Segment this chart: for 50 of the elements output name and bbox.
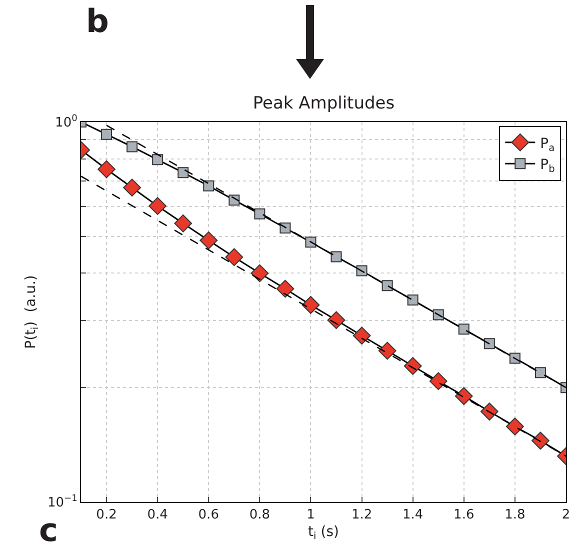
x-tick-label: 1.6 xyxy=(454,508,474,523)
point xyxy=(404,357,422,375)
point xyxy=(276,280,294,298)
x-tick-label: 1 xyxy=(306,508,315,523)
text: c xyxy=(39,511,58,549)
point xyxy=(152,154,164,166)
point xyxy=(225,248,244,266)
point xyxy=(454,387,473,406)
point xyxy=(382,280,393,292)
point xyxy=(203,180,214,192)
point xyxy=(254,208,266,220)
x-tick-label: 1.8 xyxy=(504,508,526,523)
x-tick-label: 0.2 xyxy=(96,508,117,523)
x-tick-label: 1.2 xyxy=(351,508,372,523)
point xyxy=(123,178,141,197)
x-axis-title: t$_{i}$ (s) xyxy=(308,524,339,542)
point xyxy=(305,236,316,248)
point xyxy=(407,294,418,306)
point xyxy=(250,264,269,282)
x-tick-label: 0.4 xyxy=(147,508,168,523)
point xyxy=(148,197,167,215)
point xyxy=(484,338,495,350)
point xyxy=(101,128,112,140)
point xyxy=(302,296,320,314)
point xyxy=(280,222,291,234)
point xyxy=(532,432,550,450)
point xyxy=(429,372,448,390)
point xyxy=(178,167,189,178)
y-tick-label: 10$^{−1}$ xyxy=(47,494,78,511)
x-tick-label: 0.8 xyxy=(249,508,270,523)
point xyxy=(458,324,470,335)
point xyxy=(126,141,138,152)
x-tick-label: 1.4 xyxy=(402,508,424,523)
x-tick-label: 2 xyxy=(562,508,570,523)
point xyxy=(480,402,498,420)
legend-label: P$_{b}$ xyxy=(540,157,555,175)
point xyxy=(506,418,524,436)
point xyxy=(330,251,342,262)
point xyxy=(174,214,192,232)
point xyxy=(327,311,346,330)
point xyxy=(378,342,396,360)
x-tick-label: 0.6 xyxy=(198,508,219,523)
chart-title: Peak Amplitudes xyxy=(252,94,395,114)
point xyxy=(534,367,546,378)
point xyxy=(98,160,116,178)
point xyxy=(200,231,218,250)
text: b xyxy=(86,2,109,40)
point xyxy=(352,326,371,345)
legend-label: P$_{a}$ xyxy=(540,136,555,154)
y-tick-label: 10$^{0}$ xyxy=(55,114,78,131)
